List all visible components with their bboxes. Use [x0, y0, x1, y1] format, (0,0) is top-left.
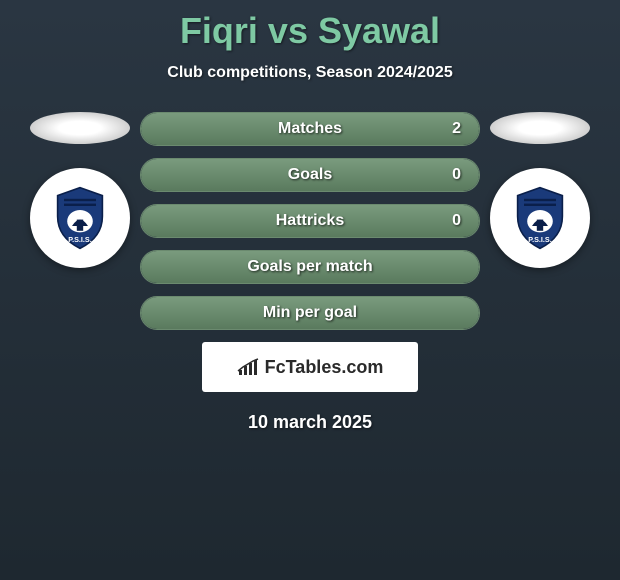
player-right-column: P.S.I.S.	[480, 112, 600, 268]
stat-label: Hattricks	[276, 212, 344, 230]
svg-text:P.S.I.S.: P.S.I.S.	[528, 235, 551, 244]
player-left-column: P.S.I.S.	[20, 112, 140, 268]
brand-watermark: FcTables.com	[202, 342, 418, 392]
club-logo-right: P.S.I.S.	[490, 168, 590, 268]
page-title: Fiqri vs Syawal	[180, 10, 440, 52]
brand-text: FcTables.com	[265, 357, 384, 378]
stat-label: Goals per match	[247, 258, 372, 276]
comparison-card: Fiqri vs Syawal Club competitions, Seaso…	[0, 0, 620, 443]
stat-label: Matches	[278, 120, 342, 138]
stat-bar: Matches 2	[140, 112, 480, 146]
stat-label: Goals	[288, 166, 332, 184]
stat-value: 2	[452, 120, 461, 138]
svg-text:P.S.I.S.: P.S.I.S.	[68, 235, 91, 244]
stat-bar: Goals per match	[140, 250, 480, 284]
player-avatar-placeholder	[490, 112, 590, 144]
stat-label: Min per goal	[263, 304, 357, 322]
stats-column: Matches 2 Goals 0 Hattricks 0 Goals per match M…	[140, 112, 480, 330]
subtitle: Club competitions, Season 2024/2025	[167, 64, 452, 82]
content-row: P.S.I.S. Matches 2 Goals 0 Hattricks 0 Goals p…	[0, 112, 620, 330]
stat-value: 0	[452, 212, 461, 230]
date-text: 10 march 2025	[248, 412, 372, 433]
stat-value: 0	[452, 166, 461, 184]
chart-icon	[237, 358, 259, 376]
stat-bar: Goals 0	[140, 158, 480, 192]
stat-bar: Hattricks 0	[140, 204, 480, 238]
club-logo-left: P.S.I.S.	[30, 168, 130, 268]
player-avatar-placeholder	[30, 112, 130, 144]
stat-bar: Min per goal	[140, 296, 480, 330]
